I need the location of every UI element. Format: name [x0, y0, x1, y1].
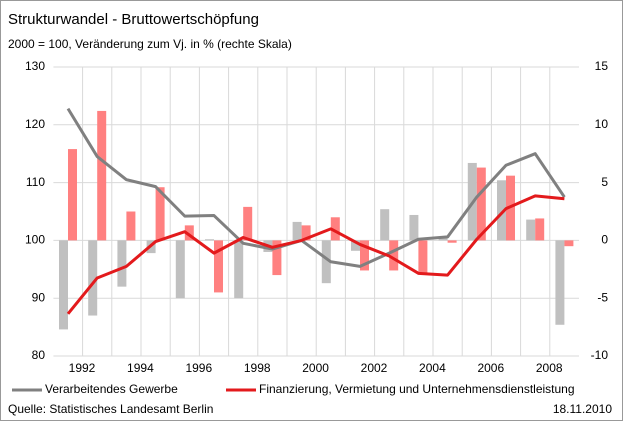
x-tick-label: 1994 — [127, 361, 154, 375]
bar — [272, 240, 282, 276]
line — [66, 107, 566, 268]
y-tick-label: 90 — [32, 290, 46, 304]
x-tick-label: 2008 — [536, 361, 563, 375]
bar — [117, 240, 127, 287]
chart-title: Strukturwandel - Bruttowertschöpfung — [8, 11, 259, 28]
bar — [389, 240, 399, 271]
bar — [97, 110, 107, 241]
x-tick-label: 2000 — [302, 361, 329, 375]
source: Quelle: Statistisches Landesamt Berlin — [8, 402, 213, 416]
y-tick-label: 80 — [32, 348, 46, 362]
x-tick-label: 1996 — [185, 361, 212, 375]
bar — [205, 239, 214, 241]
y2-tick-label: 0 — [601, 233, 608, 247]
bar — [555, 240, 565, 325]
bar — [155, 187, 165, 241]
plot — [53, 66, 579, 357]
x-tick-label: 1998 — [244, 361, 271, 375]
bar — [214, 240, 223, 293]
date: 18.11.2010 — [553, 402, 612, 416]
bar — [409, 214, 419, 241]
bar — [476, 167, 486, 241]
bar — [88, 240, 98, 316]
bar — [301, 225, 311, 241]
bar — [184, 225, 194, 241]
y-tick-label: 120 — [25, 117, 45, 131]
bar — [351, 240, 360, 251]
x-tick-label: 2006 — [477, 361, 504, 375]
bar — [321, 240, 331, 284]
bar — [360, 240, 369, 271]
bar — [535, 218, 545, 241]
bar — [497, 180, 506, 241]
y2-tick-label: 10 — [595, 117, 609, 131]
y2-tick-label: -5 — [597, 290, 608, 304]
bar — [243, 206, 253, 241]
bar — [330, 217, 340, 241]
line — [66, 194, 565, 315]
chart-subtitle: 2000 = 100, Veränderung zum Vj. in % (re… — [8, 37, 292, 51]
y-tick-label: 110 — [26, 175, 45, 189]
x-tick-label: 2004 — [419, 361, 446, 375]
bar — [59, 240, 68, 330]
legend-label: Finanzierung, Vermietung und Unternehmen… — [259, 382, 575, 396]
legend-label: Verarbeitendes Gewerbe — [45, 382, 178, 396]
x-tick-label: 1992 — [69, 361, 96, 375]
bar — [526, 219, 536, 241]
x-tick-label: 2002 — [361, 361, 388, 375]
bar — [126, 211, 136, 241]
y-tick-label: 130 — [25, 59, 45, 73]
bar — [175, 240, 185, 299]
bar — [418, 240, 428, 273]
y2-tick-label: -10 — [591, 348, 609, 362]
bar — [380, 209, 390, 241]
y2-tick-label: 15 — [595, 59, 609, 73]
bar — [438, 238, 448, 241]
bar — [447, 240, 457, 243]
y2-tick-label: 5 — [601, 175, 608, 189]
y-tick-label: 100 — [25, 233, 45, 247]
bar — [68, 149, 77, 241]
bar — [292, 221, 302, 241]
bar — [564, 240, 574, 247]
bar — [234, 240, 244, 299]
